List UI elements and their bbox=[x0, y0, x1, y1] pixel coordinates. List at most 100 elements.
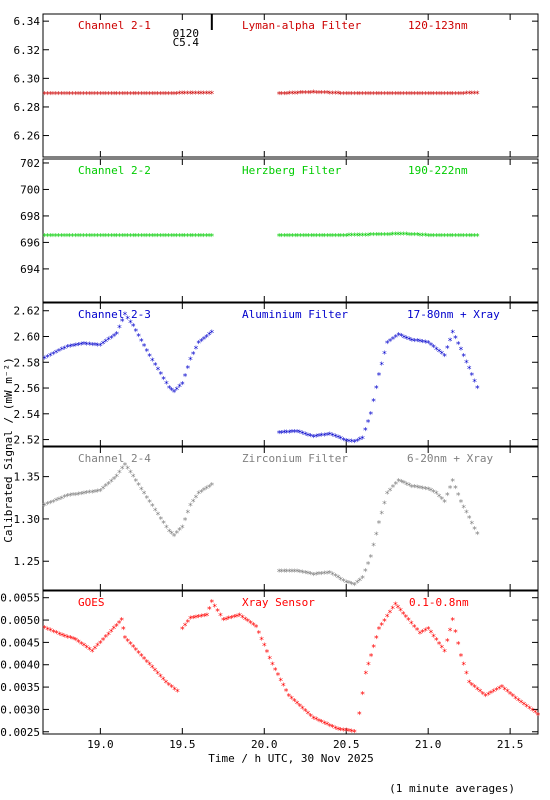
y-tick-label: 0.0040 bbox=[0, 659, 40, 672]
data-point: * bbox=[327, 431, 332, 441]
data-point: * bbox=[360, 91, 365, 101]
data-point: * bbox=[434, 637, 439, 647]
data-point: * bbox=[439, 90, 444, 100]
data-point: * bbox=[450, 329, 455, 339]
y-tick-label: 1.25 bbox=[14, 555, 41, 568]
channel-label: Channel 2-2 bbox=[78, 164, 151, 177]
data-point: * bbox=[284, 232, 289, 242]
data-point: * bbox=[64, 91, 69, 101]
data-point: * bbox=[109, 232, 114, 242]
data-point: * bbox=[234, 613, 239, 623]
y-tick-label: 0.0030 bbox=[0, 703, 40, 716]
data-point: * bbox=[502, 686, 507, 696]
data-point: * bbox=[384, 490, 389, 500]
wavelength-label: 190-222nm bbox=[408, 164, 468, 177]
data-point: * bbox=[168, 90, 173, 100]
data-point: * bbox=[272, 666, 277, 676]
data-point: * bbox=[365, 91, 370, 101]
data-point: * bbox=[51, 628, 56, 638]
data-point: * bbox=[283, 687, 288, 697]
data-point: * bbox=[398, 607, 403, 617]
data-point: * bbox=[371, 542, 376, 552]
data-point: * bbox=[209, 482, 214, 492]
data-point: * bbox=[406, 482, 411, 492]
data-point: * bbox=[453, 628, 458, 638]
x-tick-label: 21.5 bbox=[497, 738, 524, 751]
data-point: * bbox=[48, 627, 53, 637]
data-point: * bbox=[191, 498, 196, 508]
data-point: * bbox=[281, 568, 286, 578]
data-point: * bbox=[371, 232, 376, 242]
data-point: * bbox=[152, 507, 157, 517]
data-point: * bbox=[327, 90, 332, 100]
data-point: * bbox=[305, 89, 310, 99]
data-point: * bbox=[215, 608, 220, 618]
data-point: * bbox=[344, 727, 349, 737]
data-point: * bbox=[341, 577, 346, 587]
data-point: * bbox=[425, 339, 430, 349]
y-tick-label: 2.54 bbox=[14, 408, 41, 421]
data-point: * bbox=[453, 335, 458, 345]
data-point: * bbox=[324, 431, 329, 441]
data-point: * bbox=[70, 636, 75, 646]
data-point: * bbox=[166, 385, 171, 395]
data-point: * bbox=[48, 352, 53, 362]
data-point: * bbox=[431, 232, 436, 242]
data-point: * bbox=[415, 232, 420, 242]
data-point: * bbox=[73, 91, 78, 101]
data-point: * bbox=[164, 524, 169, 534]
data-point: * bbox=[201, 487, 206, 497]
data-point: * bbox=[229, 614, 234, 624]
channel-label: Channel 2-4 bbox=[78, 452, 151, 465]
data-point: * bbox=[180, 625, 185, 635]
data-point: * bbox=[428, 342, 433, 352]
data-point: * bbox=[338, 576, 343, 586]
data-point: * bbox=[125, 315, 130, 325]
data-point: * bbox=[431, 489, 436, 499]
data-point: * bbox=[188, 615, 193, 625]
data-point: * bbox=[67, 232, 72, 242]
data-point: * bbox=[198, 232, 203, 242]
data-point: * bbox=[51, 498, 56, 508]
x-tick-label: 19.0 bbox=[87, 738, 114, 751]
data-point: * bbox=[319, 570, 324, 580]
wavelength-label: 120-123nm bbox=[408, 19, 468, 32]
data-point: * bbox=[256, 630, 261, 640]
data-point: * bbox=[136, 649, 141, 659]
data-point: * bbox=[301, 232, 306, 242]
y-tick-label: 6.30 bbox=[14, 72, 41, 85]
data-point: * bbox=[423, 485, 428, 495]
data-point: * bbox=[346, 728, 351, 738]
data-point: * bbox=[349, 91, 354, 101]
data-point: * bbox=[382, 500, 387, 510]
data-point: * bbox=[100, 637, 105, 647]
data-point: * bbox=[209, 329, 214, 339]
data-point: * bbox=[292, 568, 297, 578]
data-point: * bbox=[48, 232, 53, 242]
data-point: * bbox=[109, 478, 114, 488]
data-point: * bbox=[78, 232, 83, 242]
x-tick-label: 20.0 bbox=[251, 738, 278, 751]
data-point: * bbox=[196, 339, 201, 349]
data-point: * bbox=[119, 617, 124, 627]
data-point: * bbox=[152, 362, 157, 372]
data-point: * bbox=[287, 429, 292, 439]
data-point: * bbox=[204, 612, 209, 622]
data-point: * bbox=[390, 605, 395, 615]
data-point: * bbox=[103, 634, 108, 644]
data-point: * bbox=[204, 90, 209, 100]
data-point: * bbox=[393, 91, 398, 101]
data-point: * bbox=[45, 626, 50, 636]
data-point: * bbox=[92, 232, 97, 242]
data-point: * bbox=[469, 681, 474, 691]
data-point: * bbox=[379, 91, 384, 101]
data-point: * bbox=[404, 91, 409, 101]
data-point: * bbox=[464, 359, 469, 369]
data-point: * bbox=[130, 91, 135, 101]
data-point: * bbox=[128, 232, 133, 242]
data-point: * bbox=[469, 232, 474, 242]
data-point: * bbox=[287, 90, 292, 100]
data-point: * bbox=[125, 91, 130, 101]
data-point: * bbox=[393, 601, 398, 611]
data-point: * bbox=[89, 489, 94, 499]
